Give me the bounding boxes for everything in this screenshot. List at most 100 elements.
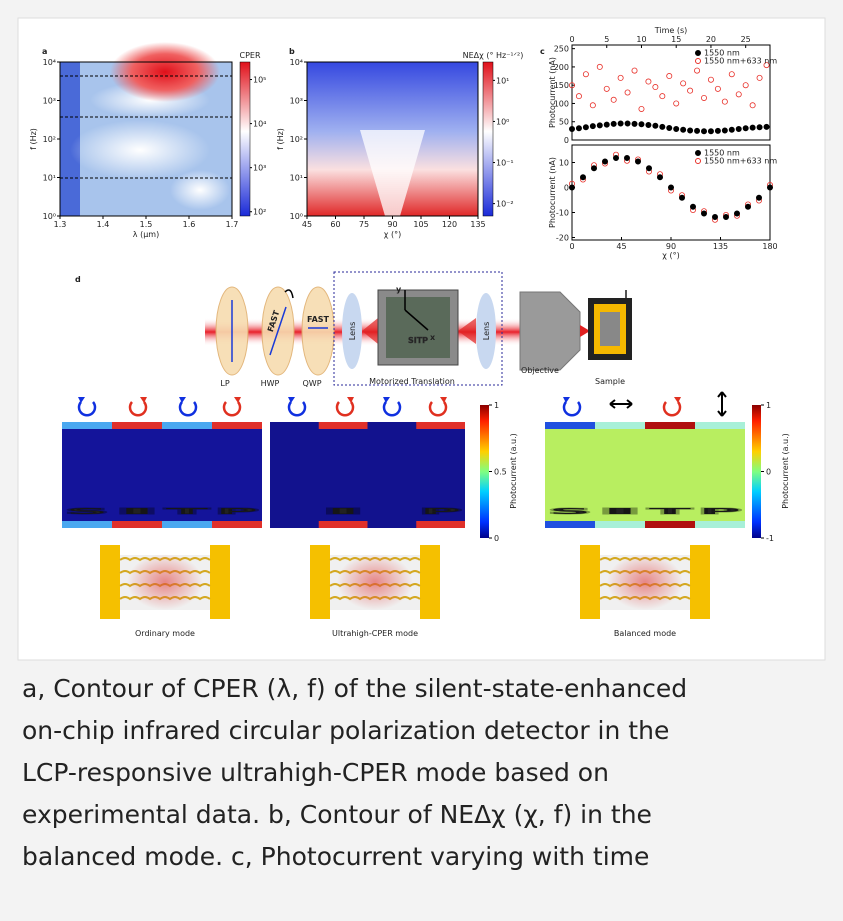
data-point — [590, 124, 595, 129]
data-point — [734, 211, 739, 216]
legend-marker — [696, 51, 701, 56]
x-tick-label: 25 — [741, 35, 751, 44]
data-point — [569, 126, 574, 131]
map-letter: T — [649, 507, 695, 516]
map-strip — [595, 422, 645, 429]
map-strip — [645, 521, 695, 528]
map-strip — [62, 521, 112, 528]
map-strip — [62, 422, 112, 429]
data-point — [624, 155, 629, 160]
x-tick-label: 120 — [442, 220, 457, 229]
colorbar — [752, 405, 761, 538]
data-point — [580, 175, 585, 180]
chip-text: SITP — [408, 336, 428, 345]
data-point — [722, 128, 727, 133]
component-label: LP — [220, 379, 229, 388]
component-label: HWP — [261, 379, 280, 388]
y-tick-label: 10⁰ — [290, 212, 303, 221]
caption-line: LCP-responsive ultrahigh-CPER mode based… — [22, 752, 832, 794]
x-tick-label: 20 — [706, 35, 716, 44]
colorbar-title: CPER — [239, 51, 260, 60]
colorbar-title: NEΔχ (° Hz⁻¹ᐟ²) — [463, 51, 524, 60]
x-tick-label: 105 — [413, 220, 428, 229]
mode-label: Balanced mode — [614, 629, 676, 638]
map-strip — [112, 521, 162, 528]
y-tick-label: 10⁴ — [43, 58, 56, 67]
x-tick-label: 75 — [359, 220, 369, 229]
colorbar-tick-label: 10⁵ — [253, 76, 266, 85]
data-point — [657, 175, 662, 180]
fast-axis-label: FAST — [307, 315, 330, 324]
data-point — [602, 159, 607, 164]
data-point — [597, 123, 602, 128]
map-strip — [162, 521, 212, 528]
caption: a, Contour of CPER (λ, f) of the silent-… — [22, 668, 832, 878]
component-label: Objective — [521, 366, 559, 375]
colorbar-tick-label: 10⁻² — [496, 200, 514, 209]
map-strip — [416, 422, 465, 429]
data-point — [646, 122, 651, 127]
component-label: Sample — [595, 377, 625, 386]
data-point — [723, 214, 728, 219]
map-letter: P — [216, 507, 259, 516]
data-point — [660, 124, 665, 129]
data-point — [653, 123, 658, 128]
data-point — [674, 126, 679, 131]
x-axis-title: Time (s) — [654, 26, 688, 35]
data-point — [743, 126, 748, 131]
data-point — [668, 185, 673, 190]
map-strip — [212, 422, 262, 429]
x-tick-label: 45 — [302, 220, 312, 229]
map-strip — [319, 521, 368, 528]
y-tick-label: 0 — [564, 184, 569, 193]
data-point — [750, 125, 755, 130]
mode-label: Ordinary mode — [135, 629, 195, 638]
map-strip — [595, 521, 645, 528]
map-letter: S — [549, 507, 593, 516]
data-point — [736, 126, 741, 131]
caption-line: a, Contour of CPER (λ, f) of the silent-… — [22, 668, 832, 710]
data-point — [694, 128, 699, 133]
data-point — [667, 125, 672, 130]
x-tick-label: 0 — [569, 242, 574, 251]
y-tick-label: 10 — [559, 159, 569, 168]
map-letter: I — [116, 507, 158, 516]
x-tick-label: 0 — [569, 35, 574, 44]
y-tick-label: 10⁴ — [290, 58, 303, 67]
map-strip — [545, 521, 595, 528]
map-strip — [416, 521, 465, 528]
electrode — [210, 545, 230, 619]
data-point — [611, 121, 616, 126]
electrode — [310, 545, 330, 619]
y-tick-label: -10 — [556, 209, 569, 218]
x-tick-label: 180 — [762, 242, 777, 251]
data-point — [613, 155, 618, 160]
heatmap-a — [60, 42, 250, 216]
colorbar-tick-label: 10⁻¹ — [496, 159, 514, 168]
colorbar-tick-label: 10² — [253, 208, 266, 217]
colorbar — [480, 405, 489, 538]
map-strip — [112, 422, 162, 429]
x-tick-label: 60 — [330, 220, 340, 229]
y-tick-label: 10¹ — [43, 174, 56, 183]
data-point — [625, 121, 630, 126]
caption-line: experimental data. b, Contour of NEΔχ (χ… — [22, 794, 832, 836]
y-tick-label: 0 — [564, 136, 569, 145]
data-point — [757, 125, 762, 130]
y-axis-title: Photocurrent (nA) — [548, 57, 557, 128]
colorbar-tick-label: 0 — [494, 534, 499, 543]
electrode — [420, 545, 440, 619]
electrode — [580, 545, 600, 619]
colorbar-tick-label: 10¹ — [496, 76, 509, 85]
colorbar-tick-label: 10⁰ — [496, 117, 509, 126]
map-letter: I — [323, 507, 364, 516]
x-tick-label: 135 — [713, 242, 728, 251]
data-point — [701, 211, 706, 216]
electrode — [690, 545, 710, 619]
data-point — [604, 122, 609, 127]
x-axis-title: χ (°) — [384, 230, 401, 239]
data-point — [745, 204, 750, 209]
x-tick-label: 1.4 — [97, 220, 110, 229]
colorbar-tick-label: 1 — [766, 401, 771, 410]
laser-spot — [607, 554, 683, 610]
